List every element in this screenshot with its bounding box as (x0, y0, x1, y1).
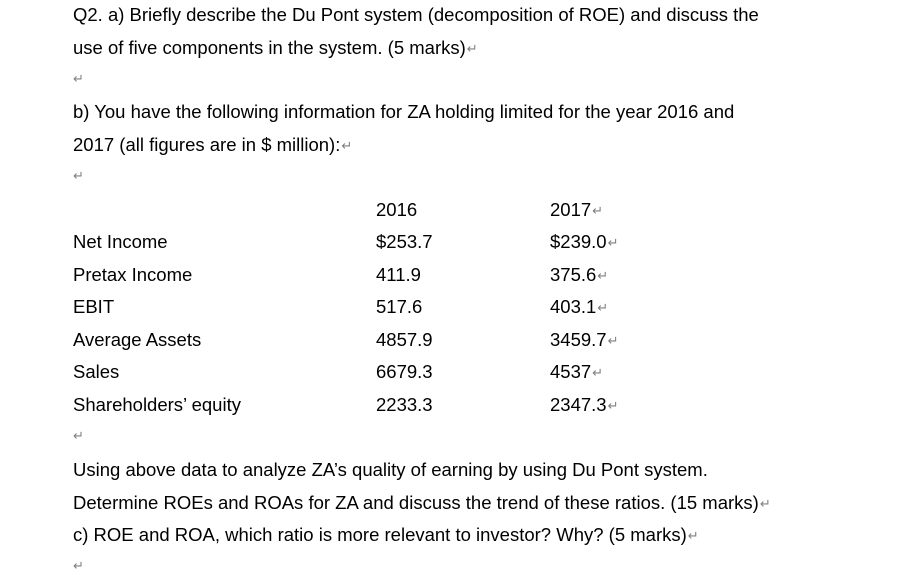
paragraph-mark-icon: ↵ (73, 71, 84, 86)
table-cell-2017: 3459.7↵ (550, 329, 619, 350)
paragraph-mark-icon: ↵ (687, 528, 699, 543)
table-cell-2016: 4857.9 (376, 329, 433, 350)
table-cell-2017: 2347.3↵ (550, 394, 619, 415)
paragraph-mark-icon: ↵ (592, 365, 604, 380)
table-cell-2016: 6679.3 (376, 361, 433, 382)
table-cell-2016: $253.7 (376, 231, 433, 252)
table-header-2017: 2017↵ (550, 199, 604, 220)
paragraph-mark-icon: ↵ (597, 300, 609, 315)
analysis-text-2: Determine ROEs and ROAs for ZA and discu… (73, 492, 759, 513)
paragraph-mark-icon: ↵ (607, 235, 619, 250)
table-cell-2016: 411.9 (376, 264, 421, 285)
analysis-line-1: Using above data to analyze ZA’s quality… (73, 458, 708, 482)
table-cell-2017: 375.6↵ (550, 264, 609, 285)
table-cell-2017: 4537↵ (550, 361, 604, 382)
paragraph-mark-icon: ↵ (341, 138, 353, 153)
q2c-text: c) ROE and ROA, which ratio is more rele… (73, 524, 687, 545)
paragraph-mark-icon: ↵ (73, 558, 84, 573)
paragraph-mark-icon: ↵ (466, 41, 478, 56)
table-row-label: Sales (73, 361, 120, 382)
table-row-label: Average Assets (73, 329, 202, 350)
paragraph-mark-icon: ↵ (73, 168, 84, 183)
paragraph-mark-icon: ↵ (607, 333, 619, 348)
table-cell-2017: 403.1↵ (550, 296, 609, 317)
table-cell-2016: 2233.3 (376, 394, 433, 415)
q2c-line: c) ROE and ROA, which ratio is more rele… (73, 523, 699, 548)
table-row-label: EBIT (73, 296, 115, 317)
table-row-label: Net Income (73, 231, 168, 252)
q2a-text-2: use of five components in the system. (5… (73, 37, 466, 58)
paragraph-mark-icon: ↵ (759, 496, 771, 511)
table-row-label: Shareholders’ equity (73, 394, 241, 415)
q2b-text-1: b) You have the following information fo… (73, 101, 735, 122)
analysis-text-1: Using above data to analyze ZA’s quality… (73, 459, 708, 480)
q2a-text-1: Q2. a) Briefly describe the Du Pont syst… (73, 4, 759, 25)
paragraph-mark-icon: ↵ (597, 268, 609, 283)
table-header-2016: 2016 (376, 199, 418, 220)
paragraph-mark-icon: ↵ (73, 428, 84, 443)
q2b-text-2: 2017 (all figures are in $ million): (73, 134, 341, 155)
q2a-line-2: use of five components in the system. (5… (73, 36, 478, 61)
paragraph-mark-icon: ↵ (607, 398, 619, 413)
analysis-line-2: Determine ROEs and ROAs for ZA and discu… (73, 491, 771, 516)
table-row-label: Pretax Income (73, 264, 193, 285)
q2b-line-1: b) You have the following information fo… (73, 100, 734, 124)
table-cell-2016: 517.6 (376, 296, 423, 317)
q2b-line-2: 2017 (all figures are in $ million):↵ (73, 133, 352, 158)
table-cell-2017: $239.0↵ (550, 231, 619, 252)
paragraph-mark-icon: ↵ (592, 203, 604, 218)
q2a-line-1: Q2. a) Briefly describe the Du Pont syst… (73, 3, 759, 27)
